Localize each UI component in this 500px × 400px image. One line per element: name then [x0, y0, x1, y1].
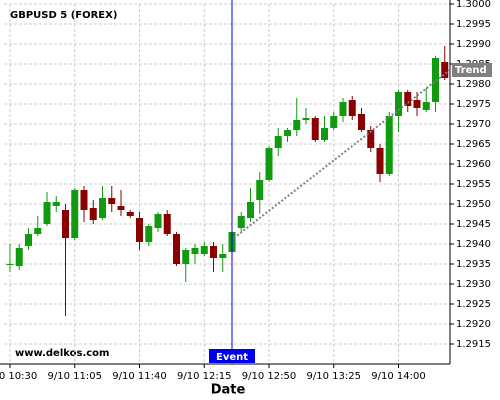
y-tick-label: 1.2930: [456, 279, 491, 290]
candle-body: [43, 202, 51, 224]
candle-body: [163, 214, 171, 234]
y-tick-label: 1.2960: [456, 159, 491, 170]
candle-body: [432, 58, 439, 102]
y-tick-label: 1.3000: [456, 0, 491, 10]
candle-body: [293, 120, 301, 130]
x-tick-label: 9/10 12:50: [242, 371, 296, 382]
y-tick-label: 1.2975: [456, 99, 491, 110]
trend-label: Trend: [455, 65, 487, 76]
y-tick-label: 1.2950: [456, 199, 491, 210]
candle-body: [108, 198, 116, 204]
chart-title: GBPUSD 5 (FOREX): [10, 10, 117, 21]
candle-body: [256, 180, 264, 200]
candle-body: [395, 92, 402, 116]
candle-body: [80, 190, 88, 210]
candle-body: [126, 212, 134, 216]
candle-body: [358, 114, 365, 130]
event-label-box: [209, 349, 255, 363]
x-tick-label: 9/10 13:25: [307, 371, 361, 382]
candle-body: [237, 216, 245, 228]
candle-body: [89, 208, 97, 220]
y-tick-label: 1.2940: [456, 239, 491, 250]
candle-body: [52, 202, 60, 206]
candle-body: [284, 130, 291, 136]
candle-body: [200, 246, 208, 254]
candle-body: [302, 118, 310, 120]
candle-body: [311, 118, 319, 140]
x-tick-label: 9/10 12:15: [177, 371, 231, 382]
candle-body: [339, 102, 347, 116]
candle-body: [404, 92, 412, 106]
y-tick-label: 1.2980: [456, 79, 491, 90]
candle-body: [25, 234, 32, 246]
y-tick-label: 1.2935: [456, 259, 491, 270]
y-tick-label: 1.2945: [456, 219, 491, 230]
x-tick-label: 9/10 10:30: [0, 371, 37, 382]
x-tick-label: 9/10 14:00: [371, 371, 425, 382]
y-tick-label: 1.2970: [456, 119, 491, 130]
candle-body: [191, 248, 199, 254]
trend-label-box: [452, 63, 492, 77]
y-tick-label: 1.2965: [456, 139, 491, 150]
y-tick-label: 1.2920: [456, 319, 491, 330]
candle-body: [173, 234, 180, 264]
event-label: Event: [216, 352, 248, 363]
candle-body: [117, 206, 125, 210]
candle-body: [219, 254, 227, 258]
candle-body: [348, 100, 356, 116]
candle-body: [62, 210, 69, 238]
candle-body: [15, 248, 23, 266]
candle-body: [413, 100, 421, 108]
y-tick-label: 1.2990: [456, 39, 491, 50]
candle-body: [145, 226, 153, 242]
candle-body: [71, 190, 79, 238]
y-tick-label: 1.2955: [456, 179, 491, 190]
candle-body: [385, 116, 393, 174]
candle-body: [330, 116, 338, 128]
candle-body: [422, 102, 430, 110]
x-tick-label: 9/10 11:05: [48, 371, 102, 382]
candle-body: [154, 214, 162, 228]
y-tick-label: 1.2995: [456, 19, 491, 30]
candle-body: [34, 228, 42, 234]
y-tick-label: 1.2915: [456, 339, 491, 350]
candle-body: [376, 148, 384, 174]
trend-line: [233, 69, 451, 239]
x-axis-title: Date: [211, 383, 246, 398]
candle-body: [321, 128, 328, 140]
candle-body: [441, 62, 449, 78]
x-tick-label: 9/10 11:40: [112, 371, 166, 382]
candle-body: [367, 130, 375, 148]
candle-body: [210, 246, 217, 258]
y-tick-label: 1.2925: [456, 299, 491, 310]
candle-body: [265, 148, 273, 180]
candle-body: [6, 264, 14, 265]
candle-body: [136, 218, 143, 242]
candle-body: [274, 136, 282, 148]
candle-body: [99, 198, 106, 218]
watermark: www.delkos.com: [15, 348, 109, 359]
candle-body: [247, 202, 254, 218]
candle-body: [182, 250, 190, 264]
